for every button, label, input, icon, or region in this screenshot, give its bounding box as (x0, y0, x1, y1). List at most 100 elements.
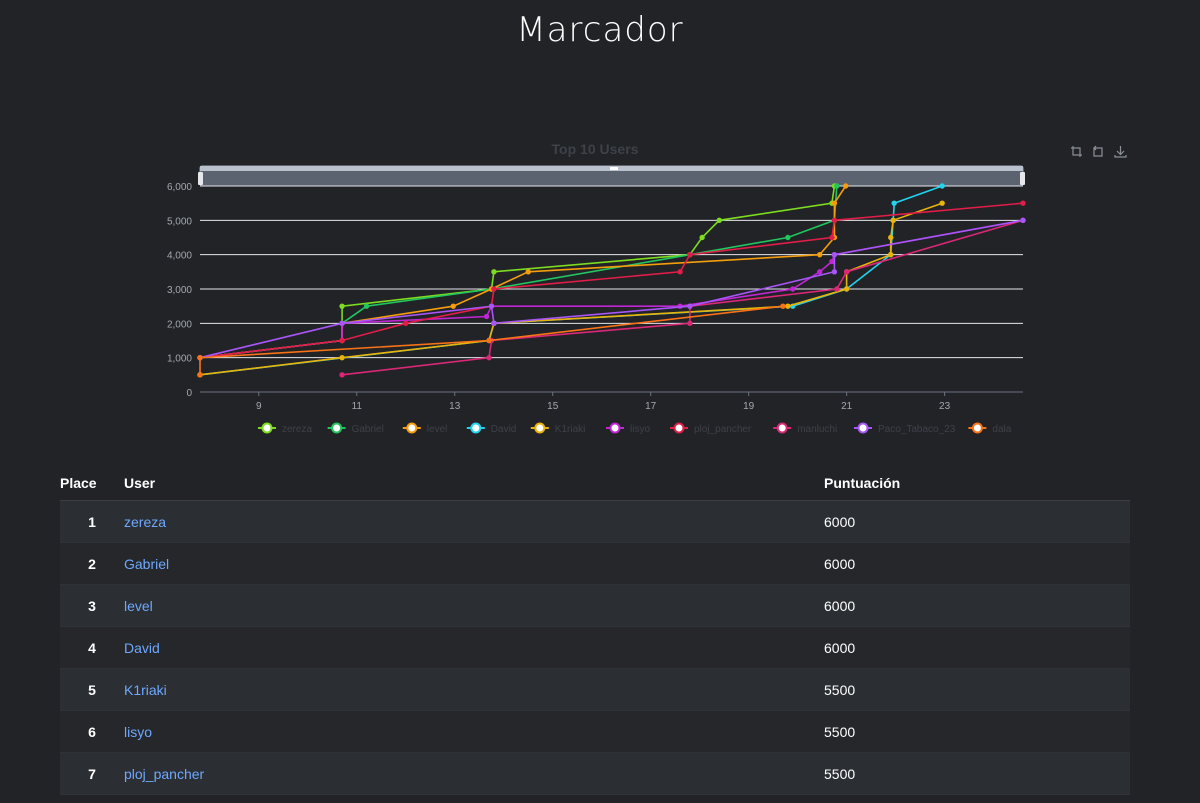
user-cell: ploj_pancher (124, 752, 824, 795)
series-line-Gabriel (199, 185, 838, 359)
data-point[interactable] (339, 372, 345, 378)
user-link[interactable]: K1riaki (124, 681, 167, 698)
user-link[interactable]: ploj_pancher (124, 765, 205, 782)
user-link[interactable]: zereza (124, 513, 167, 530)
data-point[interactable] (831, 251, 838, 258)
legend-marker[interactable] (261, 422, 273, 434)
legend-marker[interactable] (331, 422, 343, 434)
header-place[interactable]: Place (60, 466, 124, 501)
data-point[interactable] (687, 251, 693, 258)
header-score[interactable]: Puntuación (824, 466, 1130, 501)
data-point[interactable] (816, 269, 823, 275)
legend-marker[interactable] (673, 422, 685, 434)
y-tick-label: 0 (186, 388, 192, 399)
data-point[interactable] (816, 251, 823, 258)
data-point[interactable] (716, 217, 722, 224)
data-point[interactable] (829, 258, 835, 265)
data-point[interactable] (1020, 217, 1026, 224)
user-cell: lisyo (124, 710, 824, 753)
data-point[interactable] (829, 234, 835, 241)
data-point[interactable] (491, 286, 497, 292)
legend-item-David[interactable]: David (491, 424, 517, 435)
legend-marker[interactable] (857, 422, 869, 434)
legend-item-level[interactable]: level (427, 424, 448, 435)
x-tick-label: 19 (743, 401, 755, 412)
data-point[interactable] (939, 200, 945, 206)
legend-marker[interactable] (406, 422, 418, 434)
data-point[interactable] (677, 269, 683, 275)
table-row: 6 lisyo 5500 (60, 710, 1130, 753)
data-point[interactable] (842, 183, 849, 189)
user-link[interactable]: lisyo (124, 723, 153, 740)
data-point[interactable] (525, 269, 531, 275)
data-point[interactable] (843, 269, 850, 275)
legend-item-ploj_pancher[interactable]: ploj_pancher (694, 424, 752, 435)
data-point[interactable] (486, 337, 492, 344)
data-point[interactable] (834, 183, 840, 189)
legend-marker[interactable] (776, 422, 788, 434)
data-point[interactable] (888, 251, 894, 258)
zoom-reset-icon[interactable] (1090, 143, 1106, 159)
zoom-handle-right[interactable] (1020, 172, 1025, 185)
place-cell: 3 (60, 584, 124, 627)
data-point[interactable] (491, 320, 497, 327)
data-point[interactable] (891, 200, 897, 206)
data-point[interactable] (197, 372, 203, 378)
data-point[interactable] (831, 200, 838, 206)
legend-marker[interactable] (971, 422, 983, 434)
zoom-icon[interactable] (1068, 143, 1084, 159)
header-user[interactable]: User (124, 466, 824, 501)
data-point[interactable] (939, 183, 945, 189)
data-point[interactable] (699, 234, 705, 241)
legend-marker[interactable] (470, 422, 482, 434)
data-point[interactable] (339, 320, 345, 327)
data-point[interactable] (197, 354, 203, 361)
data-point[interactable] (1020, 200, 1026, 206)
data-point[interactable] (491, 269, 497, 275)
place-cell: 4 (60, 626, 124, 669)
series-line-ploj_pancher (199, 202, 1024, 359)
data-point[interactable] (339, 354, 345, 361)
data-point[interactable] (403, 320, 409, 327)
data-point[interactable] (486, 354, 492, 361)
data-point[interactable] (339, 303, 345, 309)
place-cell: 1 (60, 500, 124, 543)
legend-item-dala[interactable]: dala (992, 424, 1011, 435)
download-icon[interactable] (1112, 143, 1128, 159)
x-tick-label: 17 (645, 401, 657, 412)
data-point[interactable] (780, 303, 786, 309)
data-point[interactable] (890, 217, 896, 224)
data-point[interactable] (363, 303, 370, 309)
zoom-drag-handle[interactable] (610, 167, 618, 170)
legend-marker[interactable] (534, 422, 546, 434)
legend-item-K1riaki[interactable]: K1riaki (555, 424, 586, 435)
user-link[interactable]: level (124, 597, 153, 614)
data-point[interactable] (888, 234, 894, 241)
data-point[interactable] (483, 313, 490, 320)
legend-item-Gabriel[interactable]: Gabriel (352, 424, 384, 435)
legend-item-manluchi[interactable]: manluchi (797, 424, 837, 435)
user-link[interactable]: David (124, 639, 160, 656)
legend-item-lisyo[interactable]: lisyo (630, 424, 650, 435)
data-point[interactable] (831, 269, 838, 275)
data-point[interactable] (687, 303, 693, 309)
legend-item-Paco_Tabaco_23[interactable]: Paco_Tabaco_23 (878, 424, 956, 435)
legend-marker[interactable] (609, 422, 621, 434)
data-point[interactable] (785, 303, 791, 309)
x-tick-label: 23 (939, 401, 951, 412)
data-point[interactable] (834, 286, 840, 292)
data-point[interactable] (790, 286, 796, 292)
score-cell: 5500 (824, 668, 1130, 711)
data-point[interactable] (785, 234, 791, 241)
user-link[interactable]: Gabriel (124, 555, 170, 572)
zoom-handle-left[interactable] (198, 172, 203, 185)
data-point[interactable] (687, 320, 693, 327)
data-point[interactable] (831, 217, 838, 224)
data-point[interactable] (843, 286, 850, 292)
data-point[interactable] (488, 303, 495, 309)
data-point[interactable] (339, 337, 345, 344)
data-point[interactable] (450, 303, 456, 309)
x-tick-label: 9 (256, 401, 262, 412)
chart-title: Top 10 Users (552, 141, 639, 157)
legend-item-zereza[interactable]: zereza (282, 424, 312, 435)
